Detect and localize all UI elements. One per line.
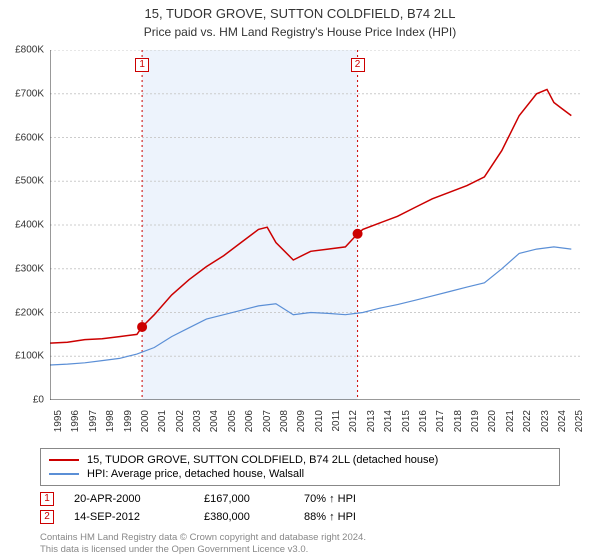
- y-tick-label: £100K: [15, 351, 44, 362]
- x-tick-label: 2015: [401, 410, 412, 432]
- x-tick-label: 2010: [314, 410, 325, 432]
- y-tick-label: £300K: [15, 263, 44, 274]
- sale-hpi: 88% ↑ HPI: [304, 511, 394, 523]
- x-tick-label: 2016: [418, 410, 429, 432]
- sale-price: £380,000: [204, 511, 284, 523]
- x-tick-label: 2018: [453, 410, 464, 432]
- x-tick-label: 1998: [105, 410, 116, 432]
- y-axis: £0£100K£200K£300K£400K£500K£600K£700K£80…: [0, 50, 48, 400]
- sales-table: 1 20-APR-2000 £167,000 70% ↑ HPI 2 14-SEP-201…: [40, 490, 560, 526]
- sale-price: £167,000: [204, 493, 284, 505]
- sale-marker-box: 2: [40, 510, 54, 524]
- legend-row: HPI: Average price, detached house, Wals…: [49, 467, 551, 481]
- y-tick-label: £400K: [15, 220, 44, 231]
- x-tick-label: 2014: [383, 410, 394, 432]
- chart-svg: [50, 50, 580, 400]
- legend-swatch: [49, 459, 79, 461]
- x-tick-label: 1996: [70, 410, 81, 432]
- x-axis: 1995 1996 1997 1998 1999 2000 2001 2002 2003 2004…: [50, 404, 580, 444]
- y-tick-label: £600K: [15, 132, 44, 143]
- legend-row: 15, TUDOR GROVE, SUTTON COLDFIELD, B74 2…: [49, 453, 551, 467]
- footnote-line2: This data is licensed under the Open Gov…: [40, 544, 308, 555]
- x-tick-label: 2011: [331, 410, 342, 432]
- footnote: Contains HM Land Registry data © Crown c…: [40, 532, 366, 556]
- footnote-line1: Contains HM Land Registry data © Crown c…: [40, 532, 366, 543]
- y-tick-label: £500K: [15, 176, 44, 187]
- x-tick-label: 2001: [157, 410, 168, 432]
- x-tick-label: 2007: [262, 410, 273, 432]
- chart-subtitle: Price paid vs. HM Land Registry's House …: [0, 23, 600, 39]
- sale-hpi: 70% ↑ HPI: [304, 493, 394, 505]
- x-tick-label: 2002: [175, 410, 186, 432]
- x-tick-label: 2021: [505, 410, 516, 432]
- x-tick-label: 2025: [574, 410, 585, 432]
- x-tick-label: 2006: [244, 410, 255, 432]
- legend-label: 15, TUDOR GROVE, SUTTON COLDFIELD, B74 2…: [87, 454, 438, 466]
- sale-marker-box: 1: [40, 492, 54, 506]
- x-tick-label: 2009: [296, 410, 307, 432]
- legend-swatch: [49, 473, 79, 475]
- chart-title: 15, TUDOR GROVE, SUTTON COLDFIELD, B74 2…: [0, 0, 600, 23]
- sale-row: 2 14-SEP-2012 £380,000 88% ↑ HPI: [40, 508, 560, 526]
- x-tick-label: 2020: [487, 410, 498, 432]
- y-tick-label: £700K: [15, 88, 44, 99]
- y-tick-label: £0: [33, 395, 44, 406]
- x-tick-label: 1995: [53, 410, 64, 432]
- x-tick-label: 2019: [470, 410, 481, 432]
- x-tick-label: 2012: [348, 410, 359, 432]
- x-tick-label: 2017: [435, 410, 446, 432]
- x-tick-label: 2023: [540, 410, 551, 432]
- chart-area: 12: [50, 50, 580, 400]
- x-tick-label: 2000: [140, 410, 151, 432]
- legend-label: HPI: Average price, detached house, Wals…: [87, 468, 304, 480]
- x-tick-label: 1997: [88, 410, 99, 432]
- sale-marker-1: 1: [135, 58, 149, 72]
- x-tick-label: 2008: [279, 410, 290, 432]
- x-tick-label: 2003: [192, 410, 203, 432]
- x-tick-label: 2004: [209, 410, 220, 432]
- y-tick-label: £200K: [15, 307, 44, 318]
- sale-row: 1 20-APR-2000 £167,000 70% ↑ HPI: [40, 490, 560, 508]
- sale-date: 20-APR-2000: [74, 493, 184, 505]
- y-tick-label: £800K: [15, 45, 44, 56]
- legend: 15, TUDOR GROVE, SUTTON COLDFIELD, B74 2…: [40, 448, 560, 486]
- x-tick-label: 2022: [522, 410, 533, 432]
- sale-date: 14-SEP-2012: [74, 511, 184, 523]
- sale-marker-2: 2: [351, 58, 365, 72]
- x-tick-label: 2005: [227, 410, 238, 432]
- x-tick-label: 1999: [123, 410, 134, 432]
- x-tick-label: 2013: [366, 410, 377, 432]
- x-tick-label: 2024: [557, 410, 568, 432]
